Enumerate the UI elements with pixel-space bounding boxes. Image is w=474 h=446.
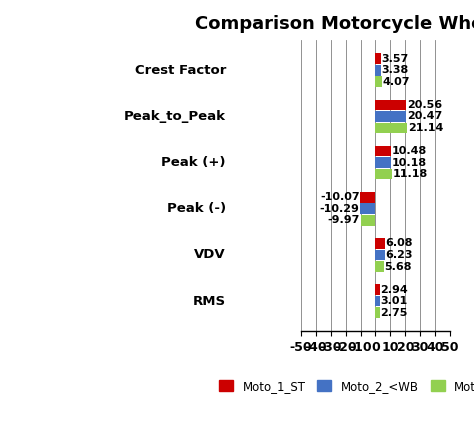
Text: 3.57: 3.57 bbox=[382, 54, 409, 64]
Bar bbox=[375, 146, 391, 157]
Bar bbox=[375, 123, 407, 133]
Bar bbox=[375, 157, 391, 168]
Bar bbox=[375, 99, 406, 110]
Text: Crest Factor: Crest Factor bbox=[135, 64, 226, 77]
Text: -9.97: -9.97 bbox=[328, 215, 360, 225]
Text: 11.18: 11.18 bbox=[393, 169, 428, 179]
Text: 4.07: 4.07 bbox=[382, 77, 410, 87]
Text: Peak (-): Peak (-) bbox=[167, 202, 226, 215]
Bar bbox=[375, 250, 385, 260]
Text: 5.68: 5.68 bbox=[384, 261, 412, 272]
Bar bbox=[375, 238, 384, 249]
Text: 2.94: 2.94 bbox=[381, 285, 408, 295]
Text: -10.29: -10.29 bbox=[319, 204, 359, 214]
Text: 21.14: 21.14 bbox=[408, 123, 443, 133]
Bar bbox=[361, 215, 375, 226]
Text: RMS: RMS bbox=[193, 295, 226, 308]
Text: 6.08: 6.08 bbox=[385, 239, 413, 248]
Bar bbox=[375, 76, 382, 87]
Bar bbox=[360, 192, 375, 202]
Text: 3.01: 3.01 bbox=[381, 296, 408, 306]
Bar bbox=[375, 169, 392, 179]
Text: -10.07: -10.07 bbox=[320, 192, 360, 202]
Bar bbox=[375, 307, 380, 318]
Text: 3.38: 3.38 bbox=[381, 65, 409, 75]
Bar bbox=[375, 65, 381, 75]
Bar bbox=[375, 54, 381, 64]
Title: Comparison Motorcycle WheellBase: Comparison Motorcycle WheellBase bbox=[195, 15, 474, 33]
Text: Peak_to_Peak: Peak_to_Peak bbox=[124, 110, 226, 123]
Bar bbox=[375, 111, 406, 122]
Text: 10.18: 10.18 bbox=[392, 157, 427, 168]
Text: 10.48: 10.48 bbox=[392, 146, 427, 156]
Bar bbox=[375, 284, 380, 295]
Text: 20.56: 20.56 bbox=[407, 100, 442, 110]
Bar bbox=[375, 261, 384, 272]
Text: 6.23: 6.23 bbox=[385, 250, 413, 260]
Legend: Moto_1_ST, Moto_2_<WB, Moto_3_>WB: Moto_1_ST, Moto_2_<WB, Moto_3_>WB bbox=[214, 375, 474, 397]
Bar bbox=[360, 203, 375, 214]
Text: VDV: VDV bbox=[194, 248, 226, 261]
Text: 2.75: 2.75 bbox=[380, 308, 408, 318]
Text: 20.47: 20.47 bbox=[407, 112, 442, 121]
Text: Peak (+): Peak (+) bbox=[161, 156, 226, 169]
Bar bbox=[375, 296, 380, 306]
